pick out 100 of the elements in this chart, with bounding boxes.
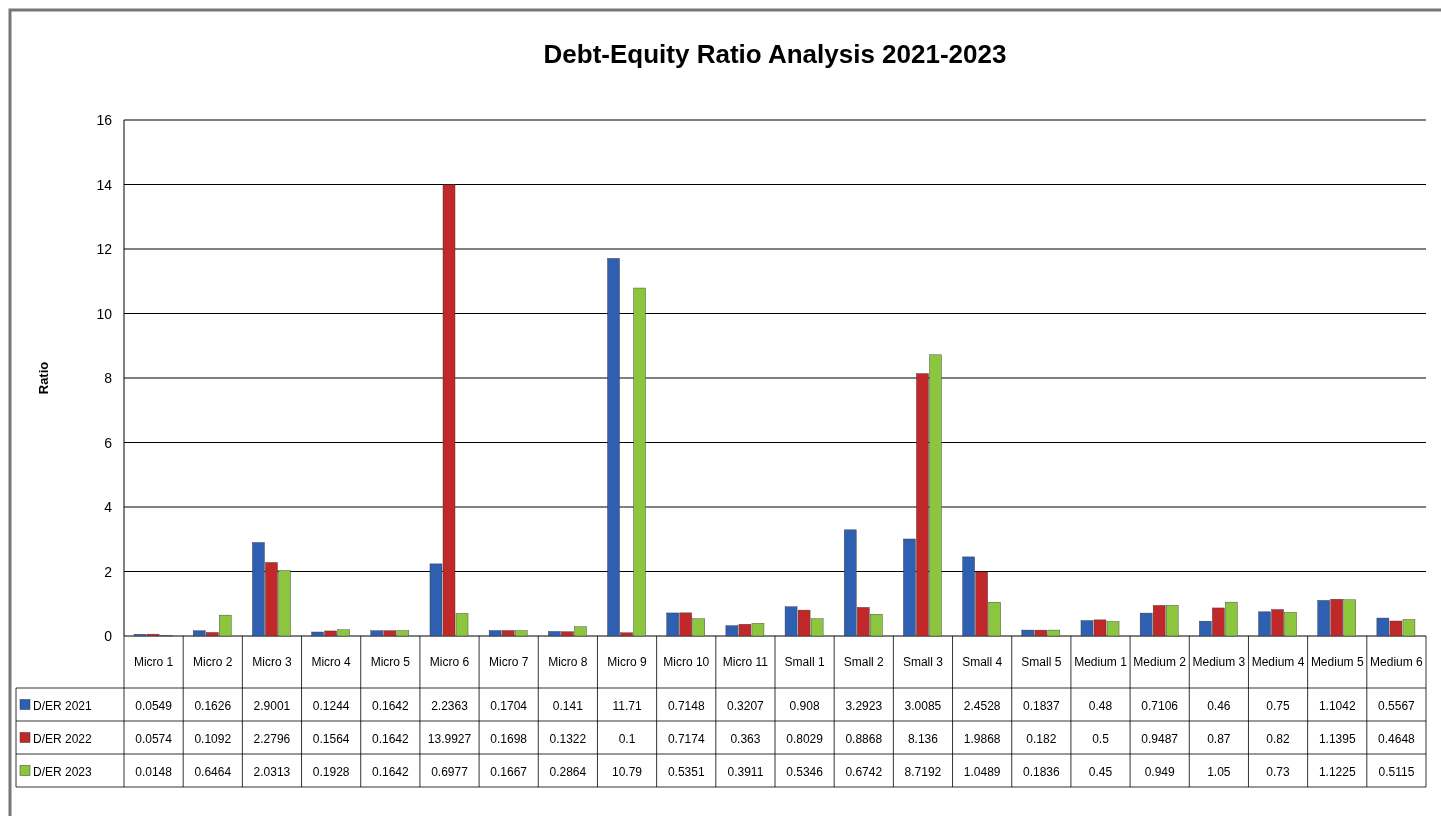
x-tick-label: Micro 11 — [722, 655, 769, 669]
x-tick-label: Medium 4 — [1251, 655, 1305, 669]
data-label: 0.1642 — [371, 731, 409, 746]
data-label: 0.3207 — [727, 698, 765, 713]
data-label: 0.1626 — [194, 698, 232, 713]
data-label: 1.1395 — [1318, 731, 1356, 746]
data-label: 0.0148 — [135, 764, 173, 779]
x-tick-label: Micro 1 — [133, 655, 174, 669]
x-tick-label: Micro 5 — [370, 655, 411, 669]
data-label: 0.1092 — [194, 731, 232, 746]
data-label: 10.79 — [612, 764, 643, 779]
data-label: 0.1704 — [490, 698, 528, 713]
x-tick-label: Micro 2 — [193, 655, 233, 669]
data-label: 0.5 — [1092, 731, 1110, 746]
data-label: 1.9868 — [963, 731, 1001, 746]
x-tick-label: Medium 1 — [1074, 655, 1128, 669]
data-label: 0.82 — [1266, 731, 1291, 746]
x-tick-label: Micro 10 — [663, 655, 710, 669]
data-label: 0.73 — [1266, 764, 1291, 779]
data-label: 0.7106 — [1141, 698, 1179, 713]
data-label: 0.46 — [1207, 698, 1231, 713]
legend-label: D/ER 2021 — [33, 698, 93, 713]
data-label: 0.2864 — [549, 764, 587, 779]
data-label: 0.1837 — [1022, 698, 1060, 713]
data-label: 1.0489 — [963, 764, 1001, 779]
x-tick-label: Small 5 — [1021, 655, 1062, 669]
y-tick-label: 8 — [104, 370, 113, 386]
x-tick-label: Small 4 — [962, 655, 1003, 669]
data-label: 0.363 — [730, 731, 761, 746]
data-label: 3.0085 — [904, 698, 942, 713]
data-label: 0.48 — [1088, 698, 1113, 713]
x-tick-label: Medium 5 — [1310, 655, 1364, 669]
data-label: 11.71 — [612, 698, 642, 713]
data-label: 0.1564 — [312, 731, 350, 746]
data-label: 0.908 — [789, 698, 820, 713]
data-label: 0.1836 — [1022, 764, 1060, 779]
y-tick-label: 4 — [104, 499, 113, 515]
data-label: 2.2363 — [431, 698, 469, 713]
y-tick-label: 0 — [104, 628, 113, 644]
data-label: 0.1244 — [312, 698, 350, 713]
data-label: 0.8868 — [845, 731, 883, 746]
x-tick-label: Medium 3 — [1192, 655, 1246, 669]
y-tick-label: 6 — [104, 434, 113, 451]
data-label: 0.87 — [1207, 731, 1231, 746]
data-label: 0.5351 — [667, 764, 705, 779]
data-label: 0.949 — [1144, 764, 1176, 779]
data-label: 0.5115 — [1378, 764, 1415, 779]
x-tick-label: Micro 7 — [489, 655, 529, 669]
y-tick-label: 14 — [96, 176, 113, 193]
data-label: 2.2796 — [253, 731, 291, 746]
data-label: 0.7174 — [667, 731, 705, 746]
x-tick-label: Small 1 — [784, 655, 825, 669]
data-label: 0.5567 — [1378, 698, 1416, 713]
data-label: 0.0549 — [135, 698, 173, 713]
x-tick-label: Micro 9 — [607, 655, 648, 669]
y-tick-label: 2 — [104, 563, 113, 580]
data-label: 3.2923 — [845, 698, 883, 713]
data-label: 0.5346 — [786, 764, 824, 779]
data-label: 8.136 — [907, 731, 939, 746]
data-label: 0.8029 — [786, 731, 824, 746]
data-label: 0.1667 — [490, 764, 528, 779]
data-label: 0.182 — [1026, 731, 1057, 746]
data-label: 0.1928 — [312, 764, 350, 779]
data-label: 0.1642 — [371, 698, 409, 713]
x-tick-label: Medium 6 — [1370, 655, 1424, 669]
x-tick-label: Small 3 — [902, 655, 944, 669]
data-label: 0.1 — [618, 731, 636, 746]
data-label: 0.75 — [1266, 698, 1291, 713]
data-label: 0.1322 — [549, 731, 587, 746]
data-label: 0.3911 — [727, 764, 764, 779]
data-label: 1.05 — [1207, 764, 1231, 779]
data-label: 0.4648 — [1378, 731, 1416, 746]
x-tick-label: Micro 3 — [252, 655, 292, 669]
x-tick-label: Micro 8 — [548, 655, 588, 669]
chart-title: Debt-Equity Ratio Analysis 2021-2023 — [543, 39, 1007, 69]
legend-label: D/ER 2023 — [33, 764, 93, 779]
data-label: 0.45 — [1088, 764, 1113, 779]
y-tick-label: 12 — [96, 241, 113, 257]
x-tick-label: Small 2 — [843, 655, 885, 669]
y-tick-label: 16 — [96, 112, 113, 128]
data-label: 2.0313 — [253, 764, 291, 779]
data-label: 0.7148 — [667, 698, 705, 713]
data-label: 0.6464 — [194, 764, 232, 779]
data-label: 0.141 — [552, 698, 584, 713]
data-label: 0.0574 — [135, 731, 173, 746]
data-label: 13.9927 — [427, 731, 472, 746]
data-label: 0.1642 — [371, 764, 409, 779]
data-label: 1.1225 — [1318, 764, 1356, 779]
x-tick-label: Medium 2 — [1133, 655, 1187, 669]
data-label: 2.9001 — [253, 698, 291, 713]
y-tick-label: 10 — [96, 305, 113, 322]
data-label: 0.9487 — [1141, 731, 1179, 746]
x-tick-label: Micro 4 — [311, 655, 352, 669]
x-tick-label: Micro 6 — [429, 655, 470, 669]
y-axis-title: Ratio — [36, 361, 51, 395]
data-label: 0.6977 — [431, 764, 469, 779]
data-label: 2.4528 — [963, 698, 1001, 713]
data-label: 0.1698 — [490, 731, 528, 746]
data-label: 0.6742 — [845, 764, 883, 779]
legend-label: D/ER 2022 — [33, 731, 93, 746]
